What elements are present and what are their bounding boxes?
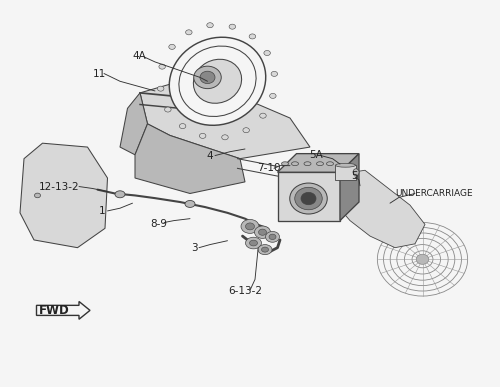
Ellipse shape (258, 245, 272, 255)
Ellipse shape (249, 34, 256, 39)
Text: FWD: FWD (39, 304, 70, 317)
Ellipse shape (295, 187, 322, 210)
Ellipse shape (270, 93, 276, 98)
Ellipse shape (316, 162, 324, 166)
Ellipse shape (336, 163, 355, 167)
Ellipse shape (170, 37, 266, 125)
Ellipse shape (180, 123, 186, 128)
Ellipse shape (207, 23, 214, 28)
Polygon shape (135, 124, 245, 194)
Text: 5A: 5A (309, 150, 323, 160)
Ellipse shape (158, 86, 164, 91)
Polygon shape (335, 165, 356, 180)
Ellipse shape (266, 231, 280, 242)
Ellipse shape (269, 234, 276, 240)
Ellipse shape (164, 107, 171, 112)
Ellipse shape (262, 247, 268, 252)
Ellipse shape (179, 46, 256, 116)
Polygon shape (278, 154, 359, 172)
Text: 11: 11 (92, 68, 106, 79)
Ellipse shape (326, 162, 334, 166)
Text: 4A: 4A (132, 51, 146, 61)
Polygon shape (20, 143, 108, 248)
Ellipse shape (264, 50, 270, 55)
Ellipse shape (304, 162, 311, 166)
Ellipse shape (301, 192, 316, 205)
Text: 1: 1 (99, 206, 106, 216)
Ellipse shape (243, 128, 250, 133)
Ellipse shape (246, 223, 254, 230)
Text: UNDERCARRIAGE: UNDERCARRIAGE (395, 189, 473, 198)
Text: 12-13-2: 12-13-2 (38, 182, 80, 192)
Ellipse shape (292, 162, 298, 166)
Polygon shape (120, 93, 148, 155)
Polygon shape (340, 154, 359, 221)
Ellipse shape (416, 254, 429, 264)
Ellipse shape (246, 237, 262, 249)
Polygon shape (140, 77, 310, 159)
Ellipse shape (200, 71, 215, 84)
Ellipse shape (271, 71, 278, 76)
Ellipse shape (34, 193, 40, 198)
Ellipse shape (159, 64, 166, 69)
Ellipse shape (185, 200, 195, 207)
Ellipse shape (200, 134, 206, 139)
Ellipse shape (250, 240, 258, 246)
Ellipse shape (353, 169, 359, 176)
Ellipse shape (260, 113, 266, 118)
Ellipse shape (258, 229, 266, 235)
Text: 5: 5 (352, 171, 358, 181)
Ellipse shape (282, 162, 288, 166)
Ellipse shape (254, 226, 270, 238)
Text: 3: 3 (190, 243, 198, 253)
Ellipse shape (194, 66, 221, 89)
Text: 7-10: 7-10 (257, 163, 281, 173)
Ellipse shape (222, 135, 228, 140)
Text: 4: 4 (206, 151, 214, 161)
Ellipse shape (229, 24, 235, 29)
Polygon shape (278, 172, 340, 221)
Text: 8-9: 8-9 (150, 219, 168, 229)
Ellipse shape (241, 219, 259, 233)
Ellipse shape (290, 183, 327, 214)
Ellipse shape (186, 30, 192, 35)
Text: 6-13-2: 6-13-2 (228, 286, 262, 296)
Ellipse shape (115, 191, 125, 198)
Polygon shape (339, 170, 425, 248)
Ellipse shape (169, 45, 175, 50)
Ellipse shape (194, 59, 242, 103)
